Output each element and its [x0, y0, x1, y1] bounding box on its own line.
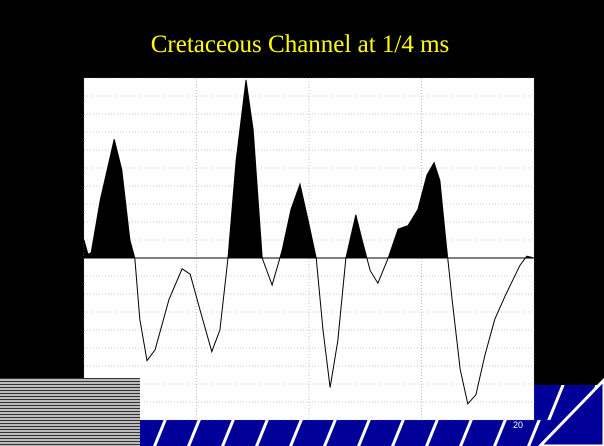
- plot-area: [84, 78, 534, 420]
- slide-title: Cretaceous Channel at 1/4 ms: [151, 31, 450, 58]
- slide: Cretaceous Channel at 1/4 ms 20: [0, 0, 604, 446]
- seismic-thumbnail: [0, 378, 140, 446]
- page-number: 20: [513, 420, 523, 430]
- page: Cretaceous Channel at 1/4 ms 20 (() => {…: [0, 0, 604, 446]
